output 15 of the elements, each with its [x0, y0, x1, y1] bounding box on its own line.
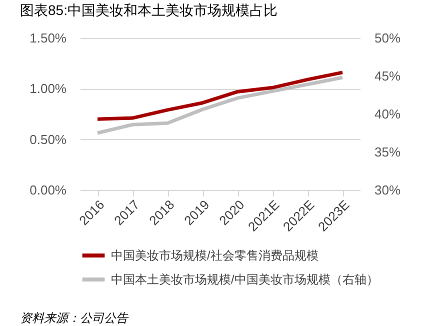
y-tick-label: 1.50% — [30, 30, 67, 46]
y-tick-label: 0.50% — [30, 132, 67, 147]
y2-tick-label: 35% — [374, 144, 401, 160]
legend-label: 中国本土美妆市场规模/中国美妆市场规模（右轴） — [111, 272, 378, 286]
line-series — [96, 76, 344, 135]
y2-tick-label: 40% — [374, 106, 401, 122]
line-series — [96, 70, 344, 121]
y2-tick-label: 50% — [374, 30, 401, 46]
y2-tick-label: 45% — [374, 68, 401, 84]
text: 资料来源：公司公告 — [20, 311, 129, 325]
y-tick-label: 1.00% — [30, 81, 67, 96]
chart-title: 图表85:中国美妆和本土美妆市场规模占比 — [20, 2, 278, 18]
y2-tick-label: 30% — [374, 182, 401, 198]
legend-label: 中国美妆市场规模/社会零售消费品规模 — [111, 248, 318, 262]
y-tick-label: 0.00% — [30, 182, 67, 198]
